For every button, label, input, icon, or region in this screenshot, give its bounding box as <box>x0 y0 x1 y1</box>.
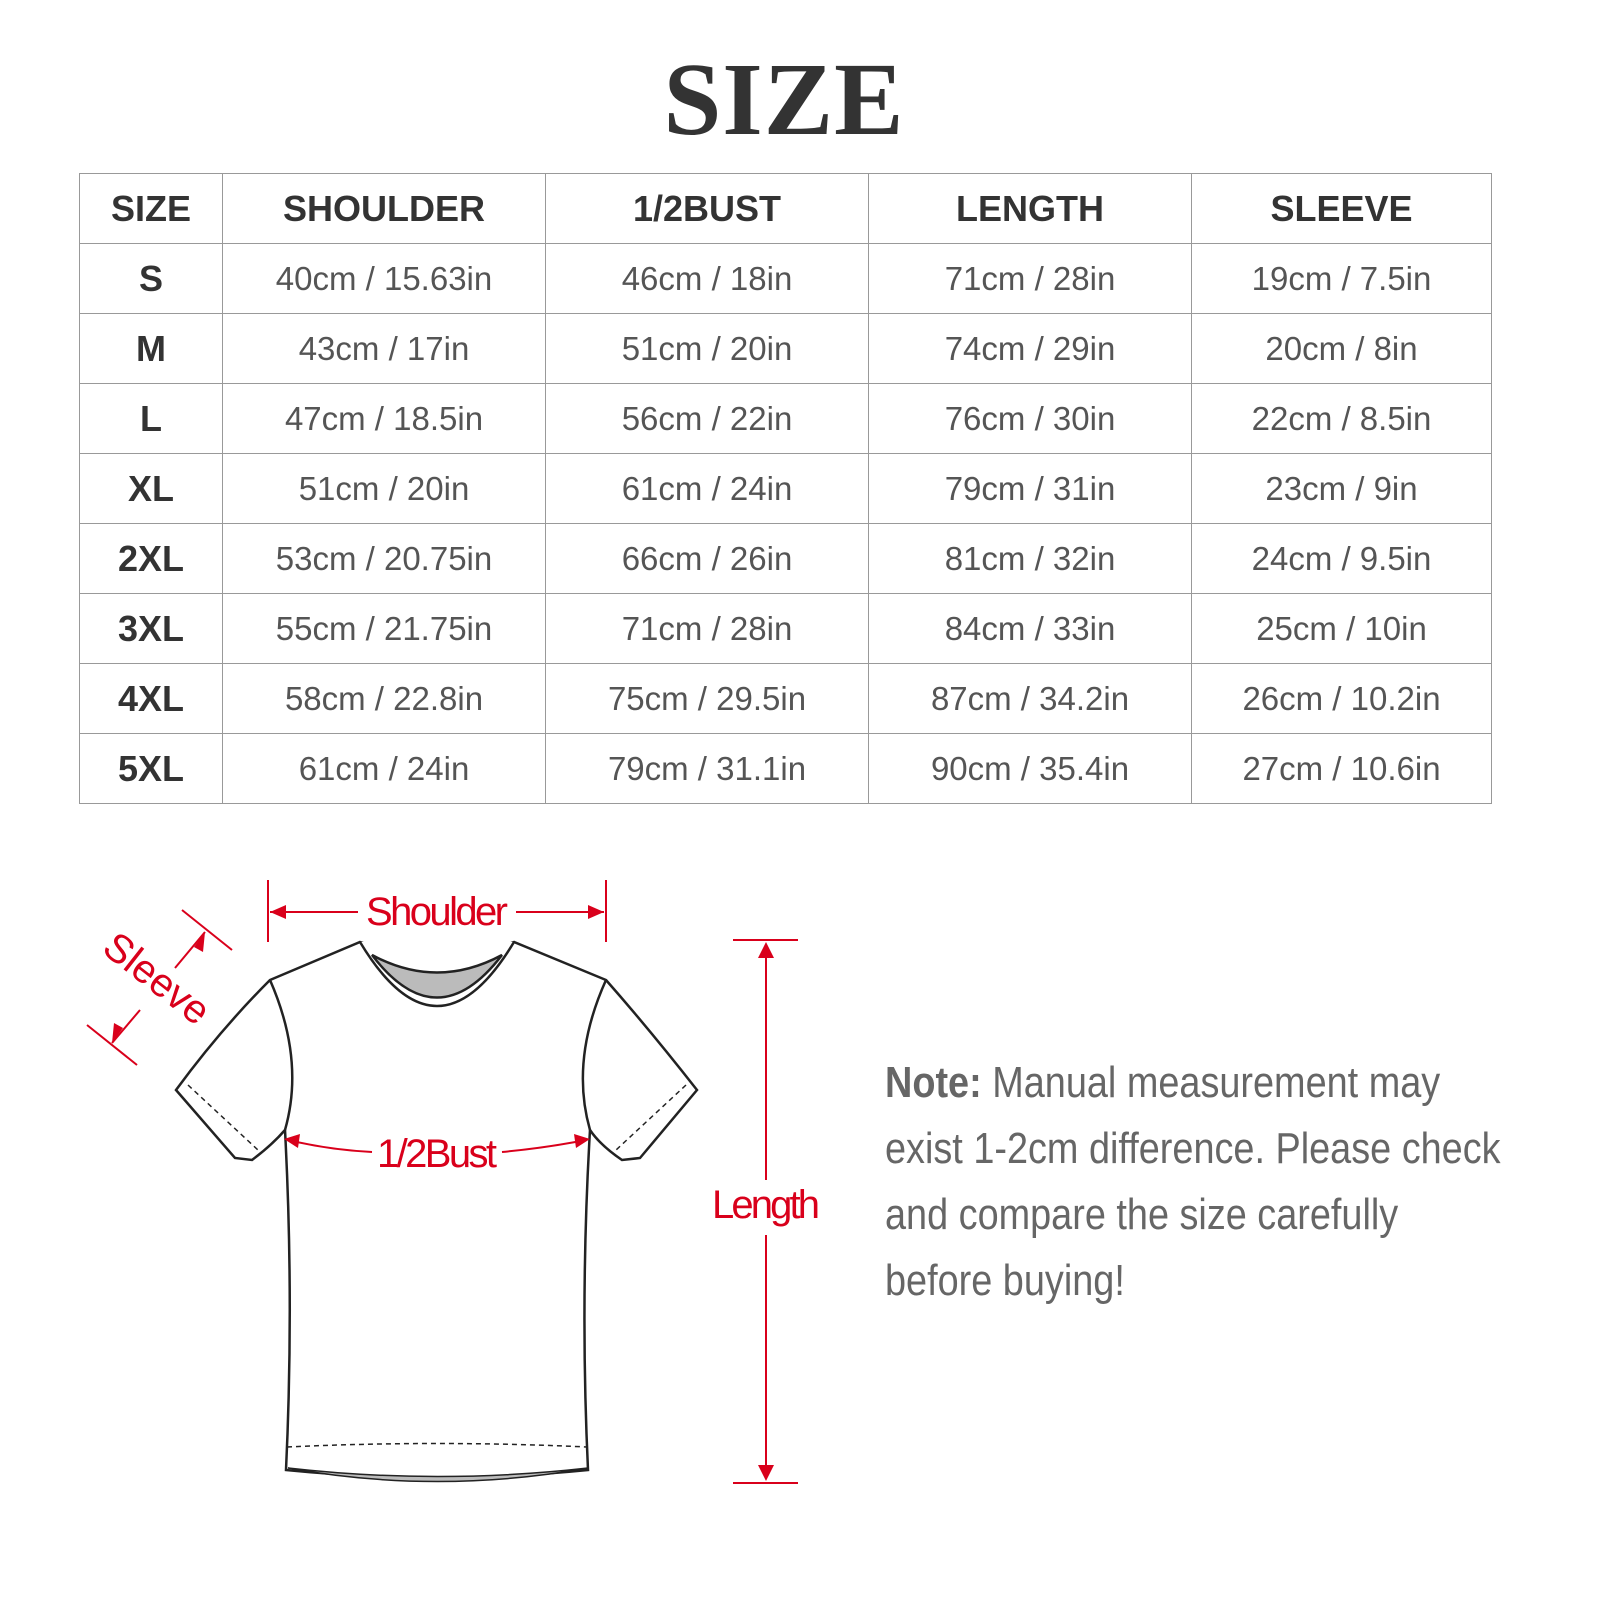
size-cell: 4XL <box>79 663 223 734</box>
measurement-cell: 24cm / 9.5in <box>1191 523 1492 594</box>
measurement-cell: 20cm / 8in <box>1191 313 1492 384</box>
measurement-cell: 81cm / 32in <box>868 523 1192 594</box>
measurement-cell: 51cm / 20in <box>222 453 546 524</box>
header-sleeve: SLEEVE <box>1191 173 1492 244</box>
table-row: XL 51cm / 20in 61cm / 24in 79cm / 31in 23cm … <box>79 453 1492 524</box>
length-label: Length <box>712 1183 820 1227</box>
note-label: Note: <box>885 1058 982 1107</box>
measurement-cell: 43cm / 17in <box>222 313 546 384</box>
measurement-cell: 26cm / 10.2in <box>1191 663 1492 734</box>
table-row: 5XL 61cm / 24in 79cm / 31.1in 90cm / 35.4in… <box>79 733 1492 804</box>
measurement-cell: 58cm / 22.8in <box>222 663 546 734</box>
page-title: SIZE <box>663 42 905 157</box>
measurement-cell: 55cm / 21.75in <box>222 593 546 664</box>
measurement-cell: 27cm / 10.6in <box>1191 733 1492 804</box>
measurement-cell: 23cm / 9in <box>1191 453 1492 524</box>
measurement-cell: 75cm / 29.5in <box>545 663 869 734</box>
table-header-row: SIZE SHOULDER 1/2BUST LENGTH SLEEVE <box>79 173 1492 244</box>
size-cell: 5XL <box>79 733 223 804</box>
measurement-cell: 61cm / 24in <box>222 733 546 804</box>
table-row: L 47cm / 18.5in 56cm / 22in 76cm / 30in 22cm… <box>79 383 1492 454</box>
size-cell: XL <box>79 453 223 524</box>
note-text: Manual measurement may exist 1-2cm diffe… <box>885 1058 1501 1305</box>
bust-label: 1/2Bust <box>377 1132 497 1176</box>
measurement-cell: 40cm / 15.63in <box>222 243 546 314</box>
table-row: 3XL 55cm / 21.75in 71cm / 28in 84cm / 33in 2… <box>79 593 1492 664</box>
size-cell: 3XL <box>79 593 223 664</box>
header-size: SIZE <box>79 173 223 244</box>
measurement-cell: 56cm / 22in <box>545 383 869 454</box>
measurement-cell: 76cm / 30in <box>868 383 1192 454</box>
table-row: 4XL 58cm / 22.8in 75cm / 29.5in 87cm / 34.2… <box>79 663 1492 734</box>
measurement-cell: 46cm / 18in <box>545 243 869 314</box>
measurement-cell: 74cm / 29in <box>868 313 1192 384</box>
measurement-cell: 51cm / 20in <box>545 313 869 384</box>
measurement-cell: 90cm / 35.4in <box>868 733 1192 804</box>
size-cell: S <box>79 243 223 314</box>
measurement-cell: 71cm / 28in <box>868 243 1192 314</box>
header-length: LENGTH <box>868 173 1192 244</box>
measurement-cell: 22cm / 8.5in <box>1191 383 1492 454</box>
measurement-cell: 84cm / 33in <box>868 593 1192 664</box>
measurement-cell: 19cm / 7.5in <box>1191 243 1492 314</box>
size-table: SIZE SHOULDER 1/2BUST LENGTH SLEEVE S 40c… <box>79 173 1492 804</box>
table-row: S 40cm / 15.63in 46cm / 18in 71cm / 28in 19c… <box>79 243 1492 314</box>
size-cell: M <box>79 313 223 384</box>
table-row: M 43cm / 17in 51cm / 20in 74cm / 29in 20cm /… <box>79 313 1492 384</box>
size-cell: L <box>79 383 223 454</box>
measurement-cell: 79cm / 31.1in <box>545 733 869 804</box>
table-row: 2XL 53cm / 20.75in 66cm / 26in 81cm / 32in 2… <box>79 523 1492 594</box>
shoulder-label: Shoulder <box>366 890 508 934</box>
measurement-cell: 25cm / 10in <box>1191 593 1492 664</box>
note: Note: Manual measurement may exist 1-2cm… <box>885 1050 1504 1314</box>
measurement-cell: 61cm / 24in <box>545 453 869 524</box>
measurement-cell: 53cm / 20.75in <box>222 523 546 594</box>
measurement-cell: 66cm / 26in <box>545 523 869 594</box>
header-bust: 1/2BUST <box>545 173 869 244</box>
measurement-cell: 71cm / 28in <box>545 593 869 664</box>
tshirt-icon <box>174 940 699 1483</box>
